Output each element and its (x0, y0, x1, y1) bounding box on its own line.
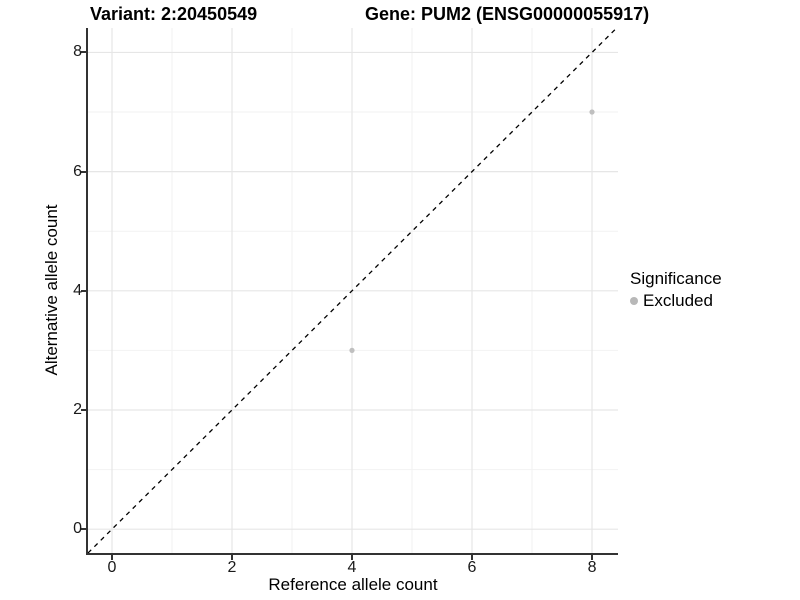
y-axis-tick-mark (81, 408, 86, 411)
legend-title: Significance (630, 269, 722, 288)
x-axis-label: Reference allele count (268, 575, 438, 594)
x-axis-tick-mark (231, 555, 233, 560)
x-axis-tick-label: 0 (107, 559, 117, 576)
legend: Significance Excluded (630, 268, 722, 311)
x-axis-tick-label: 2 (227, 559, 237, 576)
plot-canvas (88, 28, 618, 553)
data-point (349, 347, 355, 353)
x-axis-tick-mark (111, 555, 113, 560)
y-axis-tick-mark (81, 289, 86, 292)
identity-line (88, 28, 618, 553)
plot-title-gene: Gene: PUM2 (ENSG00000055917) (365, 4, 650, 24)
x-axis-tick-label: 8 (587, 559, 597, 576)
y-axis-tick-mark (81, 51, 86, 54)
y-axis-tick-label: 4 (73, 281, 82, 299)
legend-item-label: Excluded (643, 291, 713, 310)
x-axis-tick-mark (591, 555, 594, 560)
x-axis-tick-mark (351, 555, 353, 560)
y-axis-tick-label: 2 (73, 400, 82, 418)
x-axis-tick-label: 4 (347, 559, 357, 576)
x-axis-tick-mark (471, 555, 473, 560)
y-axis-tick-label: 6 (73, 162, 82, 180)
plot-title-variant: Variant: 2:20450549 (90, 4, 258, 24)
y-axis-tick-mark (81, 528, 86, 531)
data-point (589, 109, 595, 115)
legend-item: Excluded (630, 291, 722, 311)
y-axis-tick-label: 8 (73, 43, 82, 61)
x-axis-tick-label: 6 (467, 559, 477, 576)
legend-items: Excluded (630, 291, 722, 311)
legend-key-dot-icon (630, 297, 638, 305)
y-axis-tick-mark (81, 170, 86, 173)
y-axis-tick-label: 0 (73, 520, 82, 538)
plot-panel (86, 28, 618, 555)
